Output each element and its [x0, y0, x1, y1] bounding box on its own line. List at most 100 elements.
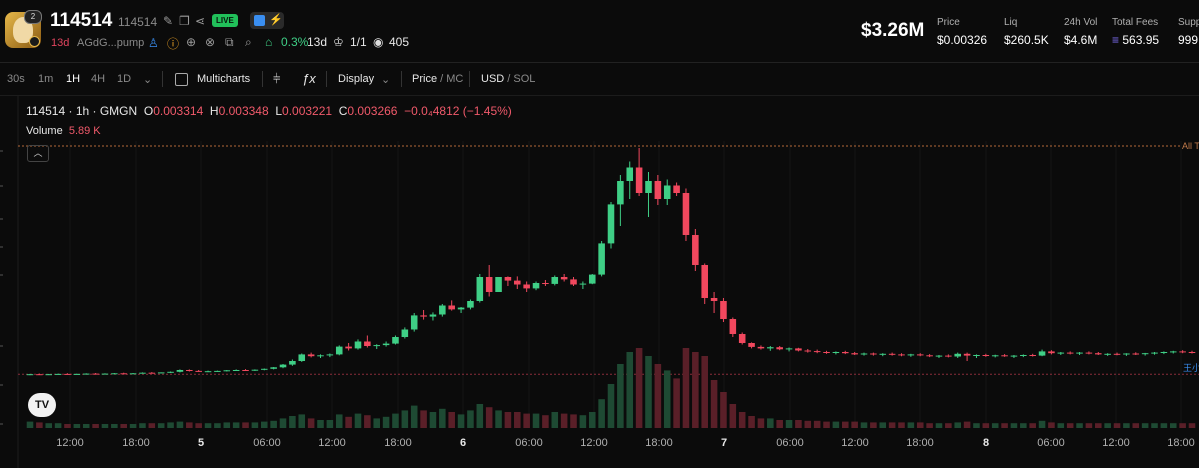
candle-body [307, 354, 315, 357]
chart-title: 114514 · 1h · GMGN [26, 104, 138, 118]
volume-bar [626, 352, 634, 428]
search-icon[interactable]: ⌕ [245, 35, 252, 49]
volume-bar [382, 416, 390, 428]
currency-toggle[interactable]: USD / SOL [481, 73, 536, 85]
candle-body [1188, 352, 1196, 353]
telegram-icon[interactable]: ⧉ [225, 35, 234, 49]
x-tick-label: 06:00 [515, 437, 543, 449]
twitter-icon[interactable]: ⊗ [205, 35, 216, 49]
stat-liq: Liq $260.5K [1004, 17, 1049, 47]
candle-body [598, 243, 605, 275]
stat-label: Total Fees [1112, 17, 1159, 28]
candle-body [916, 354, 924, 356]
contract-address[interactable]: AGdG...pump [77, 37, 145, 49]
volume-bar [570, 414, 577, 428]
ratio: 1/1 [350, 35, 367, 49]
low-value: 0.003221 [282, 104, 333, 118]
sol-option[interactable]: SOL [513, 73, 536, 85]
stat-label: 24h Vol [1064, 17, 1098, 28]
interval-4h[interactable]: 4H [91, 73, 106, 85]
candle-body [945, 355, 952, 357]
volume-bar [148, 423, 156, 428]
candle-body [729, 319, 737, 334]
copy-icon[interactable]: ❐ [179, 14, 190, 28]
candle-body [935, 355, 943, 357]
candle-body [45, 374, 53, 376]
warning-icon[interactable]: ⓘ [167, 37, 180, 51]
chevron-down-icon[interactable]: ⌄ [143, 74, 153, 86]
x-tick-label: 06:00 [253, 437, 281, 449]
volume-bar [1141, 423, 1149, 428]
multicharts-label[interactable]: Multicharts [197, 73, 251, 85]
low-label: L [275, 104, 283, 118]
volume-bar [223, 422, 231, 428]
price-mc-toggle[interactable]: Price / MC [412, 73, 464, 85]
volume-bar [542, 415, 549, 428]
high-label: H [209, 104, 219, 118]
interval-30s[interactable]: 30s [7, 73, 25, 85]
candle-body [326, 354, 334, 356]
candle-body [663, 185, 671, 199]
candle-body [279, 364, 287, 368]
volume-bar [738, 412, 746, 428]
candle-body [401, 329, 409, 337]
holders-change: 0.3% [281, 35, 309, 49]
volume-bar [916, 422, 924, 428]
edit-icon[interactable]: ✎ [163, 14, 174, 28]
x-tick-label: 12:00 [318, 437, 346, 449]
candle-body [870, 353, 877, 355]
tradingview-logo[interactable]: TV [28, 393, 56, 417]
interval-1m[interactable]: 1m [38, 73, 54, 85]
views-count: 405 [389, 35, 410, 49]
volume-bar [973, 423, 980, 428]
candle-body [289, 361, 296, 365]
candle-body [204, 371, 212, 373]
volume-bar [242, 422, 249, 428]
candle-body [542, 283, 549, 284]
holders-age: 13d [307, 35, 328, 49]
volume-bar [335, 414, 343, 428]
candle-body [1095, 353, 1102, 355]
volume-bar [514, 412, 521, 428]
candle-type-icon[interactable]: ⫩ [273, 71, 281, 86]
volume-bar [1001, 423, 1008, 428]
candle-body [851, 353, 858, 355]
collapse-legend-button[interactable]: ︿ [27, 145, 49, 162]
chevron-down-icon[interactable]: ⌄ [381, 74, 391, 86]
candle-body [364, 341, 371, 346]
x-tick-label: 18:00 [384, 437, 412, 449]
x-tick-label: 8 [983, 437, 989, 449]
volume-bar [532, 413, 540, 428]
volume-bar [45, 423, 53, 428]
volume-bar [748, 416, 755, 428]
token-age: 13d [51, 37, 70, 49]
candle-body [954, 353, 962, 357]
x-tick-label: 12:00 [56, 437, 84, 449]
interval-1h[interactable]: 1H [66, 73, 81, 85]
share-icon[interactable]: ⋖ [195, 14, 206, 28]
stat-24h-vol: 24h Vol $4.6M [1064, 17, 1097, 47]
multicharts-checkbox[interactable] [175, 73, 188, 86]
interval-1d[interactable]: 1D [117, 73, 132, 85]
price-option[interactable]: Price [412, 73, 438, 85]
open-label: O [143, 104, 154, 118]
mc-option[interactable]: MC [446, 73, 464, 85]
x-tick-label: 18:00 [122, 437, 150, 449]
volume-bar [317, 420, 324, 428]
candle-body [570, 279, 577, 285]
candle-body [148, 372, 156, 374]
volume-bar [270, 420, 277, 428]
display-menu[interactable]: Display [338, 73, 375, 85]
candle-body [907, 354, 915, 356]
change-value: −0.0₄4812 (−1.45%) [404, 104, 512, 118]
candle-body [504, 277, 512, 281]
candle-body [101, 373, 109, 375]
quick-buy-button[interactable]: ⚡ [250, 12, 284, 29]
globe-icon[interactable]: ⊕ [186, 35, 197, 49]
usd-option[interactable]: USD [481, 73, 505, 85]
user-icon[interactable]: ♙ [148, 36, 159, 50]
indicators-icon[interactable]: ƒx [302, 71, 316, 86]
candle-body [223, 370, 231, 372]
candle-body [54, 373, 62, 375]
